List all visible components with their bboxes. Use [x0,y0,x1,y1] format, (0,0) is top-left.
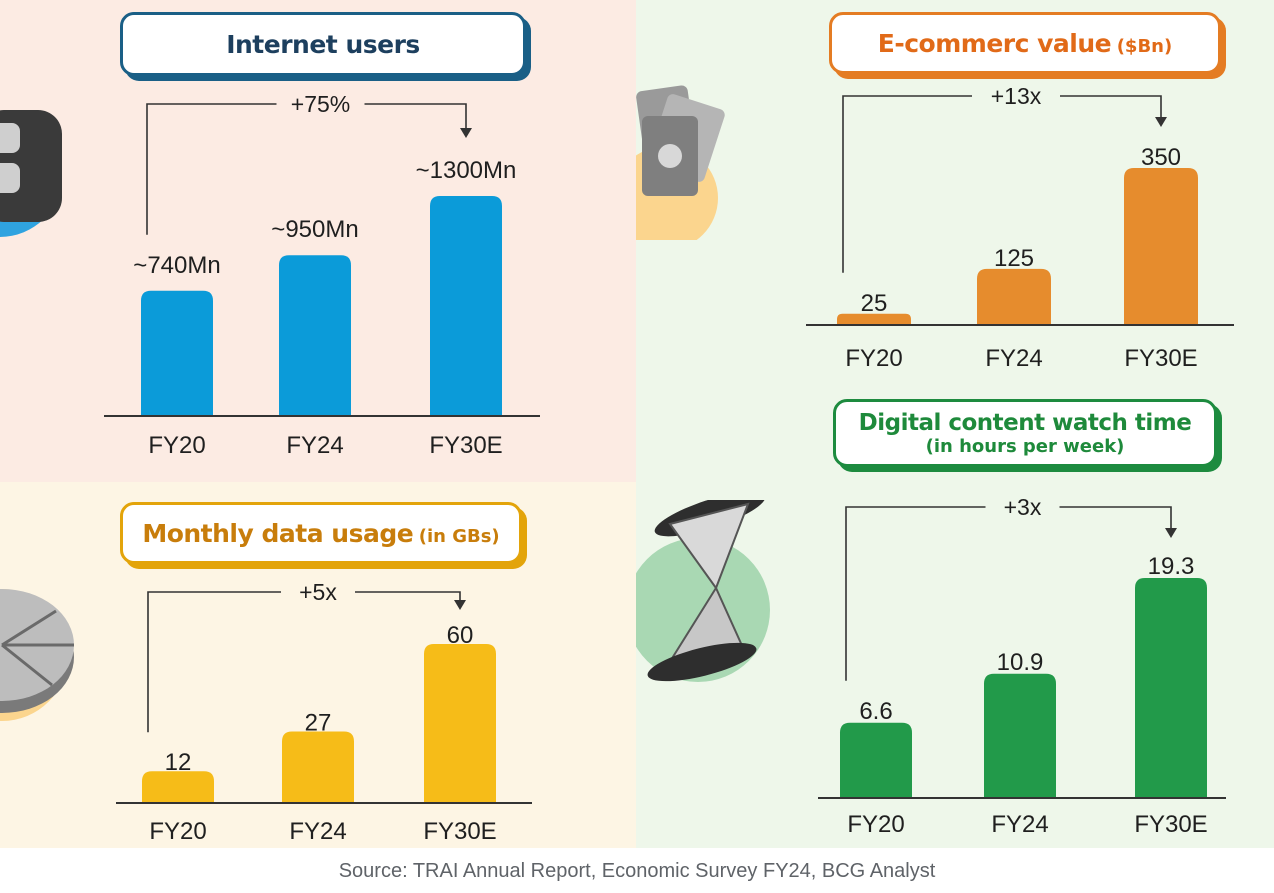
data-label-fy20: ~740Mn [133,252,220,279]
ecommerce-value-chart: 25 FY20 125 FY24 350 FY30E +13x [806,83,1234,372]
watch-time-subtitle: (in hours per week) [925,435,1125,457]
growth-arrow-head [454,600,466,610]
bar-fy24 [279,255,351,416]
growth-bracket-right [355,591,461,602]
growth-label: +13x [991,83,1042,109]
data-label-fy20: 12 [165,749,192,776]
growth-arrow-head [1155,117,1167,127]
data-label-fy30e: 19.3 [1148,553,1195,580]
data-label-fy30e: ~1300Mn [416,157,517,184]
money-icon [636,85,725,240]
growth-bracket-left [845,506,986,681]
x-tick-fy20: FY20 [847,811,904,838]
x-tick-fy20: FY20 [845,345,902,372]
pie-chart-icon [0,589,74,721]
growth-bracket-right [364,103,467,130]
growth-label: +3x [1004,494,1042,520]
bar-fy20 [837,313,911,325]
x-tick-fy24: FY24 [289,818,346,845]
watch-time-title-text: Digital content watch time [858,409,1192,436]
internet-users-panel: Internet users ~740Mn FY20 ~950Mn FY24 ~1300… [0,0,636,482]
bar-fy20 [142,771,214,803]
bar-fy30e [1135,578,1207,798]
ecommerce-value-title-text: E-commerc value [877,28,1112,58]
data-label-fy20: 6.6 [859,698,892,725]
growth-bracket-left [146,103,277,235]
bar-fy24 [977,268,1051,325]
growth-label: +75% [291,91,350,117]
data-label-fy20: 25 [861,290,888,317]
x-tick-fy24: FY24 [286,432,343,459]
growth-arrow-head [1165,528,1177,538]
x-tick-fy30e: FY30E [1124,345,1197,372]
bar-fy24 [984,673,1056,798]
ecommerce-value-subtitle: ($Bn) [1116,35,1173,57]
watch-time-chart: 6.6 FY20 10.9 FY24 19.3 FY30E +3x [818,494,1226,838]
bar-fy20 [141,290,213,416]
ecommerce-value-panel: E-commerc value ($Bn) 25 FY20 125 FY24 350 FY… [636,0,1274,380]
bar-fy30e [424,644,496,803]
x-tick-fy20: FY20 [149,818,206,845]
source-note: Source: TRAI Annual Report, Economic Sur… [338,860,936,882]
internet-users-title: Internet users [120,12,526,76]
x-tick-fy24: FY24 [991,811,1048,838]
x-tick-fy20: FY20 [148,432,205,459]
growth-bracket-right [1060,95,1162,119]
growth-bracket-left [842,95,972,273]
x-tick-fy30e: FY30E [423,818,496,845]
data-label-fy24: 125 [994,245,1034,272]
watch-time-title: Digital content watch time (in hours per… [833,399,1217,467]
data-label-fy24: 27 [305,709,332,736]
monthly-data-usage-panel: Monthly data usage (in GBs) 12 FY20 27 FY24… [0,482,636,848]
ecommerce-value-title: E-commerc value ($Bn) [829,12,1221,74]
bar-fy20 [840,722,912,798]
hourglass-icon [636,500,770,682]
growth-bracket-left [147,591,281,733]
growth-label: +5x [299,579,337,605]
data-label-fy30e: 350 [1141,144,1181,171]
phone-icon [0,110,62,237]
monthly-data-usage-subtitle: (in GBs) [418,525,500,547]
bar-fy30e [1124,168,1198,325]
growth-arrow-head [460,128,472,138]
internet-users-chart: ~740Mn FY20 ~950Mn FY24 ~1300Mn FY30E +75% [104,91,540,459]
x-tick-fy30e: FY30E [1134,811,1207,838]
monthly-data-usage-chart: 12 FY20 27 FY24 60 FY30E +5x [116,579,532,845]
data-label-fy24: ~950Mn [271,216,358,243]
internet-users-title-text: Internet users [226,29,420,59]
monthly-data-usage-title-text: Monthly data usage [142,518,414,548]
growth-bracket-right [1059,506,1172,530]
data-label-fy30e: 60 [447,622,474,649]
bar-fy30e [430,196,502,416]
monthly-data-usage-title: Monthly data usage (in GBs) [120,502,522,564]
watch-time-panel: Digital content watch time (in hours per… [636,380,1274,848]
x-tick-fy24: FY24 [985,345,1042,372]
x-tick-fy30e: FY30E [429,432,502,459]
data-label-fy24: 10.9 [997,649,1044,676]
bar-fy24 [282,731,354,803]
